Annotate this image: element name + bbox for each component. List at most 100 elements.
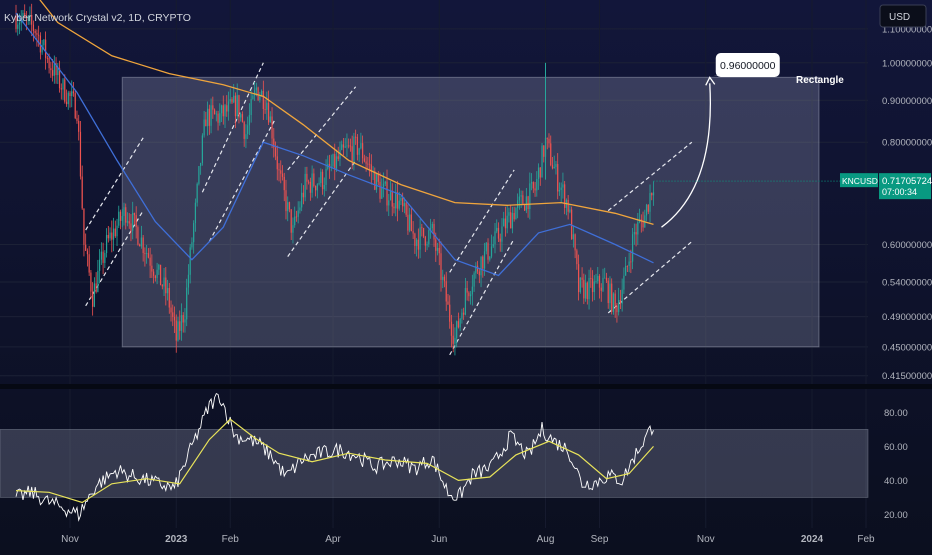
- candle-body: [642, 220, 644, 228]
- candle-body: [487, 242, 489, 260]
- candle: [395, 183, 397, 217]
- candle: [154, 274, 156, 282]
- candle: [118, 205, 120, 229]
- candle-body: [133, 212, 136, 216]
- candle-body: [24, 12, 26, 17]
- candle: [422, 227, 425, 239]
- candle: [466, 280, 468, 301]
- price-countdown: 07:00:34: [882, 187, 917, 197]
- candle-body: [252, 95, 254, 99]
- candle: [95, 272, 97, 294]
- channel-line: [85, 210, 144, 307]
- candle: [494, 223, 496, 254]
- candle-body: [111, 232, 113, 240]
- rsi-tick-label: 40.00: [884, 476, 908, 487]
- candle-body: [501, 226, 503, 242]
- candle-body: [93, 283, 95, 307]
- candle: [109, 227, 111, 241]
- channel-lines[interactable]: [85, 62, 693, 356]
- candle-body: [374, 171, 376, 190]
- candle-body: [652, 192, 655, 196]
- candle-body: [419, 227, 421, 250]
- candle-body: [363, 158, 365, 162]
- candle: [335, 149, 338, 172]
- candle-body: [598, 275, 601, 288]
- time-tick-label: Feb: [222, 534, 240, 545]
- candle: [180, 303, 183, 341]
- candle: [34, 29, 36, 37]
- candle: [631, 227, 634, 270]
- candle-body: [151, 265, 153, 272]
- price-tick-label: 1.10000000: [882, 24, 932, 35]
- candle: [74, 90, 76, 120]
- candle-body: [560, 187, 562, 190]
- candle-body: [353, 136, 355, 162]
- candle: [572, 225, 574, 248]
- candle-body: [220, 105, 223, 114]
- candle-body: [386, 181, 388, 206]
- candle-body: [226, 105, 228, 112]
- candle-body: [287, 202, 289, 212]
- annotations[interactable]: 0.96000000 Rectangle KNCUSD 0.7170572407:00…: [653, 53, 932, 228]
- candle: [121, 209, 123, 228]
- candle-body: [107, 235, 109, 239]
- candle: [551, 157, 554, 170]
- candle-body: [370, 164, 372, 173]
- candle: [219, 103, 221, 126]
- candle: [456, 320, 458, 348]
- candle: [497, 222, 500, 243]
- candle: [511, 206, 514, 234]
- candle: [637, 212, 639, 245]
- candle-body: [424, 236, 426, 246]
- candle: [429, 218, 432, 239]
- candle: [475, 262, 477, 279]
- candle: [633, 223, 635, 245]
- candle-body: [304, 173, 306, 198]
- candle-body: [616, 305, 618, 313]
- candle-body: [382, 183, 385, 188]
- candle: [438, 238, 440, 266]
- candle: [288, 201, 291, 213]
- candle: [393, 203, 395, 214]
- candle: [318, 177, 320, 186]
- candle: [355, 129, 357, 145]
- channel-line: [201, 62, 264, 193]
- candle-body: [649, 193, 651, 212]
- candle-body: [163, 277, 165, 287]
- candle: [193, 220, 195, 254]
- candle-body: [640, 219, 642, 221]
- candle: [374, 167, 376, 191]
- candle-body: [482, 256, 484, 269]
- candle-body: [368, 163, 371, 165]
- candle: [346, 133, 348, 158]
- candle: [447, 293, 449, 305]
- candle-body: [349, 145, 352, 147]
- candle: [210, 98, 212, 134]
- candle: [452, 324, 454, 353]
- candle-body: [492, 244, 494, 247]
- candle: [412, 221, 414, 240]
- time-tick-label: Sep: [591, 534, 609, 545]
- candle-body: [248, 115, 251, 126]
- candle-body: [510, 212, 512, 229]
- candle-body: [146, 253, 148, 255]
- candle: [114, 220, 116, 238]
- time-tick-label: Jun: [431, 534, 447, 545]
- candle-body: [522, 195, 524, 205]
- candle: [175, 314, 177, 353]
- candle-body: [605, 277, 608, 281]
- candle-body: [257, 87, 259, 101]
- candle: [60, 83, 62, 100]
- candle-body: [335, 156, 338, 169]
- candle-body: [43, 39, 45, 46]
- candle-body: [302, 192, 305, 198]
- currency-button[interactable]: [879, 4, 927, 28]
- candle-body: [292, 225, 294, 233]
- candle: [400, 195, 402, 206]
- candle: [353, 132, 355, 171]
- candle-body: [591, 278, 594, 293]
- candle-body: [536, 179, 538, 191]
- rectangle-pattern[interactable]: [121, 76, 820, 348]
